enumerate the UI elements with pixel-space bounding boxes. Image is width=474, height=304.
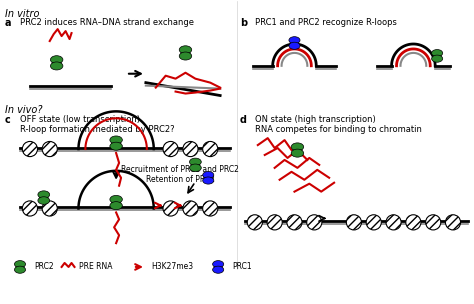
Ellipse shape [14, 266, 26, 273]
Ellipse shape [38, 197, 50, 204]
Ellipse shape [179, 46, 191, 54]
Text: a: a [4, 18, 10, 28]
Text: OFF state (low transcription): OFF state (low transcription) [20, 115, 140, 124]
Circle shape [406, 215, 421, 230]
Circle shape [42, 141, 57, 157]
Circle shape [307, 215, 322, 230]
Circle shape [163, 201, 178, 216]
Circle shape [346, 215, 362, 230]
Text: Recruitment of PRC1 and PRC2
Retention of PRC2: Recruitment of PRC1 and PRC2 Retention o… [121, 165, 239, 185]
Circle shape [267, 215, 282, 230]
Ellipse shape [38, 191, 50, 199]
Circle shape [366, 215, 381, 230]
Circle shape [183, 201, 198, 216]
Ellipse shape [214, 264, 222, 269]
Ellipse shape [110, 202, 122, 210]
Circle shape [446, 215, 461, 230]
Ellipse shape [181, 50, 190, 56]
Circle shape [183, 141, 198, 157]
Ellipse shape [191, 162, 200, 168]
Text: PRC1: PRC1 [232, 262, 252, 271]
Ellipse shape [291, 149, 304, 157]
Circle shape [203, 201, 218, 216]
Text: R-loop formation mediated by PRC2?: R-loop formation mediated by PRC2? [20, 125, 174, 134]
Text: PRC1 and PRC2 recognize R-loops: PRC1 and PRC2 recognize R-loops [255, 18, 397, 27]
Ellipse shape [203, 177, 214, 184]
Ellipse shape [110, 195, 122, 203]
Ellipse shape [433, 54, 441, 58]
Circle shape [203, 141, 218, 157]
Text: c: c [4, 115, 10, 125]
Text: d: d [240, 115, 247, 125]
Text: PRC2: PRC2 [34, 262, 54, 271]
Ellipse shape [291, 143, 304, 151]
Text: In vivo?: In vivo? [5, 105, 43, 116]
Ellipse shape [293, 147, 302, 153]
Ellipse shape [39, 195, 48, 200]
Ellipse shape [14, 261, 26, 268]
Ellipse shape [50, 56, 63, 64]
Circle shape [163, 141, 178, 157]
Ellipse shape [112, 140, 120, 146]
Ellipse shape [52, 60, 61, 65]
Text: PRC2 induces RNA–DNA strand exchange: PRC2 induces RNA–DNA strand exchange [20, 18, 194, 27]
Circle shape [287, 215, 302, 230]
Ellipse shape [213, 266, 224, 273]
Ellipse shape [179, 52, 191, 60]
Circle shape [22, 201, 37, 216]
Ellipse shape [213, 261, 224, 268]
Ellipse shape [190, 164, 201, 172]
Circle shape [386, 215, 401, 230]
Ellipse shape [50, 62, 63, 70]
Ellipse shape [190, 158, 201, 166]
Text: PRE RNA: PRE RNA [80, 262, 113, 271]
Text: b: b [240, 18, 247, 28]
Text: In vitro: In vitro [5, 9, 40, 19]
Ellipse shape [432, 55, 443, 62]
Ellipse shape [432, 50, 443, 57]
Text: H3K27me3: H3K27me3 [151, 262, 193, 271]
Ellipse shape [204, 175, 212, 180]
Ellipse shape [112, 200, 120, 205]
Ellipse shape [291, 41, 299, 45]
Ellipse shape [110, 136, 122, 144]
Text: RNA competes for binding to chromatin: RNA competes for binding to chromatin [255, 125, 422, 134]
Circle shape [426, 215, 441, 230]
Ellipse shape [289, 37, 300, 44]
Ellipse shape [289, 42, 300, 49]
Ellipse shape [110, 142, 122, 150]
Ellipse shape [16, 264, 24, 269]
Circle shape [247, 215, 263, 230]
Circle shape [22, 141, 37, 157]
Text: ON state (high transcription): ON state (high transcription) [255, 115, 375, 124]
Circle shape [42, 201, 57, 216]
Ellipse shape [203, 171, 214, 178]
